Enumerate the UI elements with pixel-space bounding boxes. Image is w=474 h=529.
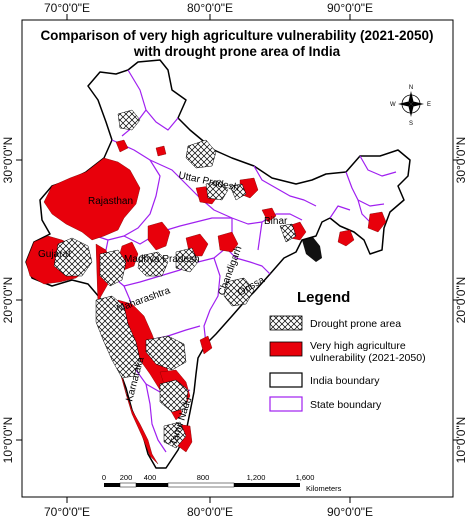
legend-label-vulnerability-line2: vulnerability (2021-2050) bbox=[310, 352, 426, 364]
state-label-madhya-pradesh: Madhya Pradesh bbox=[124, 254, 200, 265]
lat-label-left-10: 10°0'0"N bbox=[1, 417, 15, 464]
legend-swatch-india-boundary bbox=[269, 372, 303, 388]
scale-tick-1200: 1,200 bbox=[247, 473, 266, 482]
legend-label-india-boundary: India boundary bbox=[310, 375, 380, 387]
legend-label-vulnerability-line1: Very high agriculture bbox=[310, 340, 406, 352]
scale-tick-0: 0 bbox=[102, 473, 106, 482]
map-title-line2: with drought prone area of India bbox=[133, 44, 341, 59]
compass-w: W bbox=[390, 102, 396, 108]
state-label-gujarat: Gujarat bbox=[38, 249, 71, 260]
compass-s: S bbox=[409, 121, 413, 127]
scale-tick-400: 400 bbox=[144, 473, 157, 482]
lon-label-bottom-90: 90°0'0"E bbox=[327, 505, 373, 519]
legend-label-drought: Drought prone area bbox=[310, 318, 401, 330]
scale-unit: Kilometers bbox=[306, 484, 342, 493]
state-label-rajasthan: Rajasthan bbox=[88, 196, 133, 207]
graticule-ticks bbox=[16, 14, 459, 503]
lat-label-right-30: 30°0'0"N bbox=[454, 137, 468, 184]
compass-n: N bbox=[409, 85, 413, 91]
compass-rose-icon: N S E W bbox=[390, 85, 431, 127]
scale-tick-800: 800 bbox=[197, 473, 210, 482]
lon-label-bottom-70: 70°0'0"E bbox=[44, 505, 90, 519]
legend-title: Legend bbox=[297, 289, 350, 306]
lat-label-right-10: 10°0'0"N bbox=[454, 417, 468, 464]
legend-swatch-drought bbox=[269, 315, 303, 331]
drought-prone-areas bbox=[53, 109, 297, 449]
compass-e: E bbox=[427, 102, 431, 108]
lat-label-left-30: 30°0'0"N bbox=[1, 137, 15, 184]
legend-swatch-vulnerability bbox=[269, 341, 303, 357]
lat-label-right-20: 20°0'0"N bbox=[454, 277, 468, 324]
neighbor-region bbox=[302, 236, 322, 262]
map-title-line1: Comparison of very high agriculture vuln… bbox=[40, 28, 433, 43]
scale-tick-1600: 1,600 bbox=[296, 473, 315, 482]
legend-swatch-state-boundary bbox=[269, 396, 303, 412]
lon-label-bottom-80: 80°0'0"E bbox=[187, 505, 233, 519]
lon-label-top-70: 70°0'0"E bbox=[44, 1, 90, 15]
legend: Legend Drought prone area Very high agri… bbox=[269, 289, 426, 412]
scale-bar: 0 200 400 800 1,200 1,600 Kilometers bbox=[102, 473, 342, 493]
legend-label-state-boundary: State boundary bbox=[310, 399, 382, 411]
lon-label-top-80: 80°0'0"E bbox=[187, 1, 233, 15]
scale-tick-200: 200 bbox=[120, 473, 133, 482]
lat-label-left-20: 20°0'0"N bbox=[1, 277, 15, 324]
state-label-bihar: Bihar bbox=[264, 216, 288, 227]
lon-label-top-90: 90°0'0"E bbox=[327, 1, 373, 15]
